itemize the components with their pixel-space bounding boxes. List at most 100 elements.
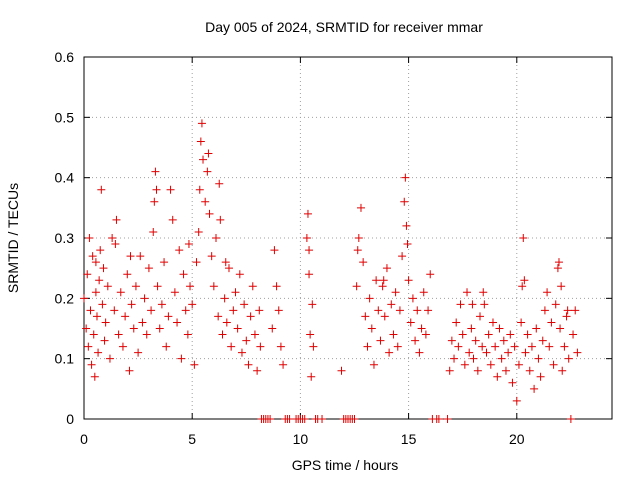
data-point [305,270,314,279]
data-point [108,234,117,242]
data-point [97,185,106,194]
data-point [367,324,376,333]
data-point [545,342,554,351]
y-tick-label: 0.3 [55,230,75,246]
grid-lines [84,57,612,419]
data-point [192,258,201,267]
data-point [458,330,467,339]
data-point [519,234,528,242]
data-point [557,282,566,291]
data-point [553,264,562,273]
data-point [196,137,205,146]
data-point [179,270,188,279]
data-point [308,300,317,309]
data-point [536,372,545,381]
data-point [256,342,265,351]
data-point [523,330,532,339]
data-point [471,336,480,345]
data-point [350,415,359,423]
data-point [197,119,206,128]
data-point [212,234,220,242]
data-point [112,215,121,224]
data-point [244,360,253,369]
data-point [478,342,487,351]
data-point [571,306,580,315]
data-point [134,348,143,357]
data-point [527,342,536,351]
data-point [270,246,279,255]
data-point [123,270,132,279]
data-point [380,312,389,321]
data-point [173,318,182,327]
data-point [506,330,515,339]
data-point [395,306,404,315]
data-point [434,415,443,423]
data-point [147,306,156,315]
data-point [94,348,103,357]
data-point [199,155,208,164]
data-point [220,294,229,303]
y-tick-label: 0.1 [55,351,75,367]
data-point [207,252,216,261]
data-point [201,197,210,206]
data-point [549,360,558,369]
data-point [393,342,402,351]
data-point [302,234,311,242]
data-point [573,348,582,357]
data-point [105,354,114,363]
data-point [255,306,264,315]
data-point [359,258,368,267]
data-point [92,312,101,321]
data-point [562,312,571,321]
data-point [170,288,179,297]
data-point [426,270,435,279]
data-point [480,300,489,309]
data-point [140,294,149,303]
data-point [569,330,578,339]
data-point [554,258,563,267]
data-point [99,264,108,273]
data-point [181,306,190,315]
data-point [166,185,175,194]
data-point [411,336,420,345]
data-point [532,324,541,333]
data-point [556,324,565,333]
data-point [403,240,412,249]
data-point [514,360,523,369]
data-point [190,360,199,369]
data-point [374,306,383,315]
data-point [229,306,238,315]
data-point [382,264,391,273]
data-point [508,378,517,387]
data-point [231,288,240,297]
data-point [116,288,125,297]
data-point [129,324,138,333]
data-point [482,348,491,357]
data-point [272,282,281,291]
data-point [497,354,506,363]
data-point [558,366,567,375]
data-point [237,348,246,357]
data-point [242,336,251,345]
data-point [520,276,529,285]
data-point [421,330,430,339]
data-point [518,282,527,291]
y-tick-labels: 0 0.1 0.2 0.3 0.4 0.5 0.6 [55,49,75,427]
data-point [233,324,242,333]
data-point [379,276,388,285]
data-point [168,215,177,224]
data-point [91,288,100,297]
data-point [389,330,398,339]
data-point [142,330,151,339]
data-point [517,318,526,327]
data-point [543,288,552,297]
data-point [160,258,169,267]
data-point [87,360,96,369]
data-point [235,270,244,279]
data-point [80,294,88,303]
y-tick-label: 0.5 [55,109,75,125]
data-point [493,372,502,381]
data-point [385,348,394,357]
data-point [205,209,214,218]
data-point [126,252,135,261]
